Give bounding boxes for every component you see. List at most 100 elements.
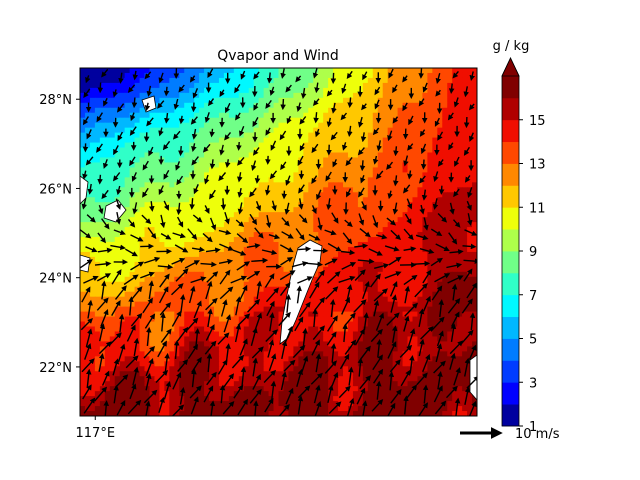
field-cell xyxy=(94,102,101,109)
field-cell xyxy=(313,311,319,318)
field-cell xyxy=(268,167,275,173)
field-cell xyxy=(412,97,419,104)
field-cell xyxy=(352,97,359,104)
field-cell xyxy=(209,232,215,238)
field-cell xyxy=(84,271,91,278)
field-cell xyxy=(392,192,399,198)
field-cell xyxy=(189,242,195,248)
field-cell xyxy=(278,152,285,159)
field-cell xyxy=(213,341,220,347)
field-cell xyxy=(159,266,165,273)
field-cell xyxy=(109,291,116,298)
field-cell xyxy=(377,187,384,193)
field-cell xyxy=(109,152,116,159)
field-cell xyxy=(308,167,314,173)
field-cell xyxy=(427,251,433,258)
field-cell xyxy=(417,276,424,283)
field-cell xyxy=(233,157,240,164)
field-cell xyxy=(323,242,329,248)
field-cell xyxy=(268,331,275,338)
field-cell xyxy=(427,102,433,109)
field-cell xyxy=(169,72,175,79)
field-cell xyxy=(422,207,428,213)
field-cell xyxy=(328,197,334,203)
field-cell xyxy=(472,306,477,313)
field-cell xyxy=(427,321,433,328)
field-cell xyxy=(343,68,349,74)
field-cell xyxy=(382,371,389,377)
field-cell xyxy=(149,172,156,178)
field-cell xyxy=(189,311,195,318)
field-cell xyxy=(209,227,215,233)
map-area xyxy=(80,68,477,416)
field-cell xyxy=(184,227,190,233)
field-cell xyxy=(268,271,275,278)
field-cell xyxy=(323,356,329,362)
field-cell xyxy=(80,117,86,124)
field-cell xyxy=(209,346,215,352)
field-cell xyxy=(392,172,399,178)
field-cell xyxy=(417,117,424,124)
field-cell xyxy=(357,182,364,188)
field-cell xyxy=(333,212,339,218)
field-cell xyxy=(184,162,190,169)
field-cell xyxy=(154,77,160,84)
field-cell xyxy=(159,306,165,313)
field-cell xyxy=(377,227,384,233)
field-cell xyxy=(139,127,146,134)
field-cell xyxy=(144,296,151,303)
field-cell xyxy=(154,137,160,144)
field-cell xyxy=(174,306,180,313)
field-cell xyxy=(457,157,463,164)
field-cell xyxy=(184,371,190,377)
field-cell xyxy=(228,306,235,313)
field-cell xyxy=(357,281,364,288)
field-cell xyxy=(159,87,165,94)
field-cell xyxy=(268,132,275,139)
field-cell xyxy=(298,326,304,333)
field-cell xyxy=(149,321,156,328)
field-cell xyxy=(452,227,458,233)
field-cell xyxy=(343,326,349,333)
field-cell xyxy=(89,346,96,352)
field-cell xyxy=(233,291,240,298)
field-cell xyxy=(94,251,101,258)
field-cell xyxy=(333,276,339,283)
field-cell xyxy=(179,346,185,352)
field-cell xyxy=(397,177,404,183)
field-cell xyxy=(189,82,195,89)
field-cell xyxy=(184,182,190,188)
field-cell xyxy=(80,97,86,104)
field-cell xyxy=(159,286,165,293)
field-cell xyxy=(472,157,477,164)
field-cell xyxy=(338,316,344,323)
field-cell xyxy=(308,237,314,243)
field-cell xyxy=(89,286,96,293)
field-cell xyxy=(357,336,364,343)
field-cell xyxy=(228,167,235,173)
field-cell xyxy=(179,237,185,243)
field-cell xyxy=(437,197,443,203)
field-cell xyxy=(179,167,185,173)
field-cell xyxy=(114,167,121,173)
field-cell xyxy=(367,286,374,293)
field-cell xyxy=(99,77,106,84)
field-cell xyxy=(258,291,265,298)
field-cell xyxy=(104,117,111,124)
field-cell xyxy=(402,97,409,104)
field-cell xyxy=(387,286,394,293)
field-cell xyxy=(313,122,319,129)
field-cell xyxy=(377,366,384,372)
field-cell xyxy=(357,157,364,164)
field-cell xyxy=(318,72,324,79)
field-cell xyxy=(437,182,443,188)
field-cell xyxy=(209,311,215,318)
field-cell xyxy=(199,321,205,328)
field-cell xyxy=(144,197,151,203)
field-cell xyxy=(402,326,409,333)
field-cell xyxy=(258,276,265,283)
field-cell xyxy=(129,172,136,178)
field-cell xyxy=(124,147,131,154)
field-cell xyxy=(204,192,210,198)
field-cell xyxy=(283,112,290,119)
